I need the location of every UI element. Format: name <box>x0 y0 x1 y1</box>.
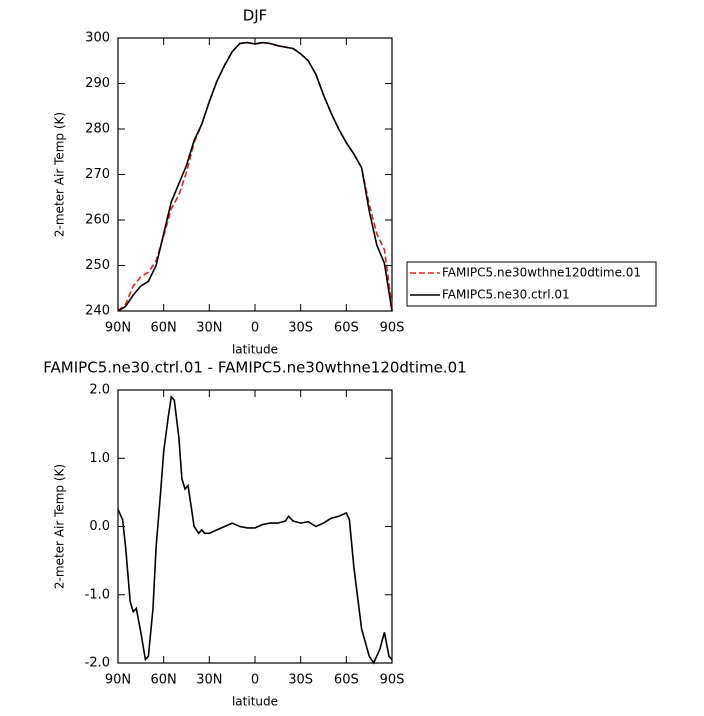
plot-frame <box>117 37 393 312</box>
y-axis-label: 2-meter Air Temp (K) <box>53 464 67 589</box>
x-tick-label: 30S <box>288 673 313 688</box>
y-tick-label: 260 <box>85 213 110 228</box>
y-tick-label: 250 <box>85 258 110 273</box>
x-tick-label: 0 <box>251 321 259 336</box>
y-tick-label: 280 <box>85 122 110 137</box>
x-tick-label: 60S <box>334 673 359 688</box>
x-tick-label: 90N <box>105 321 131 336</box>
y-tick-label: 1.0 <box>89 451 110 466</box>
x-tick-label: 60N <box>151 673 177 688</box>
y-tick-label: 270 <box>85 167 110 182</box>
x-axis-label: latitude <box>232 695 278 709</box>
x-tick-label: 0 <box>251 673 259 688</box>
y-tick-label: -1.0 <box>85 587 110 602</box>
series-line <box>117 41 393 312</box>
x-axis-label: latitude <box>232 343 278 357</box>
x-tick-label: 30N <box>196 673 222 688</box>
x-tick-label: 60S <box>334 321 359 336</box>
chart-title: DJF <box>243 7 268 25</box>
series-line <box>117 41 393 312</box>
chart-title: FAMIPC5.ne30.ctrl.01 - FAMIPC5.ne30wthne… <box>43 359 466 377</box>
x-tick-label: 90N <box>105 673 131 688</box>
plot-frame <box>117 389 393 664</box>
legend-box <box>406 261 657 307</box>
x-tick-label: 30S <box>288 321 313 336</box>
x-tick-label: 30N <box>196 321 222 336</box>
y-axis-label: 2-meter Air Temp (K) <box>53 112 67 237</box>
y-tick-label: -2.0 <box>85 656 110 671</box>
y-tick-label: 290 <box>85 76 110 91</box>
x-tick-label: 60N <box>151 321 177 336</box>
series-line <box>117 394 393 665</box>
legend-label: FAMIPC5.ne30wthne120dtime.01 <box>442 266 641 280</box>
y-tick-label: 2.0 <box>89 383 110 398</box>
x-tick-label: 90S <box>380 321 405 336</box>
y-tick-label: 240 <box>85 304 110 319</box>
y-tick-label: 300 <box>85 31 110 46</box>
legend-label: FAMIPC5.ne30.ctrl.01 <box>442 288 570 302</box>
y-tick-label: 0.0 <box>89 519 110 534</box>
x-tick-label: 90S <box>380 673 405 688</box>
